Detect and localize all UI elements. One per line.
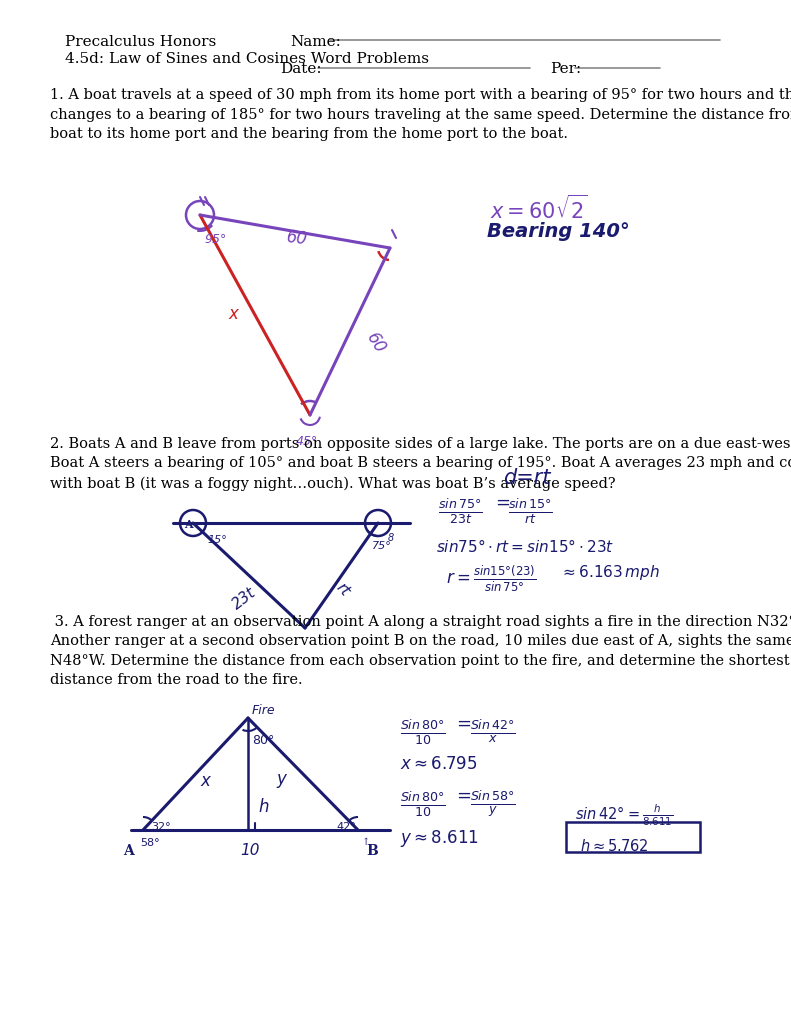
Text: Date:: Date: [280, 62, 322, 76]
Text: Bearing 140°: Bearing 140° [487, 222, 630, 241]
Text: $r = \frac{sin15°(23)}{sin\,75°}$: $r = \frac{sin15°(23)}{sin\,75°}$ [446, 563, 536, 594]
Text: $\frac{Sin\,80°}{10}$: $\frac{Sin\,80°}{10}$ [400, 790, 446, 819]
Text: $h \approx 5.762$: $h \approx 5.762$ [580, 838, 649, 854]
Text: $\frac{Sin\,80°}{10}$: $\frac{Sin\,80°}{10}$ [400, 718, 446, 746]
Text: 58°: 58° [140, 838, 160, 848]
Text: =: = [495, 494, 510, 512]
Text: 4.5d: Law of Sines and Cosines Word Problems: 4.5d: Law of Sines and Cosines Word Prob… [65, 52, 429, 66]
Text: $\frac{Sin\,58°}{y}$: $\frac{Sin\,58°}{y}$ [470, 790, 516, 820]
Text: rt: rt [333, 580, 352, 599]
Text: 2. Boats A and B leave from ports on opposite sides of a large lake. The ports a: 2. Boats A and B leave from ports on opp… [50, 437, 791, 490]
Text: 1. A boat travels at a speed of 30 mph from its home port with a bearing of 95° : 1. A boat travels at a speed of 30 mph f… [50, 88, 791, 141]
Text: 45°: 45° [296, 435, 318, 449]
Text: x: x [200, 772, 210, 790]
Text: 10: 10 [240, 843, 259, 858]
Text: A: A [184, 519, 192, 530]
Text: 32°: 32° [151, 822, 171, 831]
Text: A: A [123, 844, 134, 858]
Text: Precalculus Honors: Precalculus Honors [65, 35, 216, 49]
Text: Per:: Per: [550, 62, 581, 76]
Text: Name:: Name: [290, 35, 341, 49]
Text: $\frac{sin\,15°}{rt}$: $\frac{sin\,15°}{rt}$ [508, 497, 552, 526]
Text: h: h [258, 798, 268, 816]
Text: ↑: ↑ [362, 838, 370, 847]
Text: =: = [456, 715, 471, 733]
Text: $\approx 6.163\,mph$: $\approx 6.163\,mph$ [560, 563, 660, 582]
Text: 42°: 42° [336, 822, 356, 831]
Text: $x=60\sqrt{2}$: $x=60\sqrt{2}$ [490, 195, 588, 223]
Text: 15°: 15° [207, 535, 227, 545]
Text: B: B [366, 844, 378, 858]
Text: 75°: 75° [372, 541, 392, 551]
Text: x: x [228, 305, 238, 323]
Text: 95°: 95° [204, 233, 226, 246]
Text: 60: 60 [363, 330, 389, 357]
Text: $sin\,42° = \frac{h}{8.611}$: $sin\,42° = \frac{h}{8.611}$ [575, 803, 673, 828]
Text: $y \approx 8.611$: $y \approx 8.611$ [400, 828, 479, 849]
Text: =: = [456, 787, 471, 805]
Text: 8: 8 [388, 534, 394, 543]
Text: 23t: 23t [230, 585, 259, 612]
Text: y: y [276, 770, 286, 788]
Text: d=rt: d=rt [503, 468, 551, 488]
Text: 3. A forest ranger at an observation point A along a straight road sights a fire: 3. A forest ranger at an observation poi… [50, 615, 791, 687]
Text: $\frac{Sin\,42°}{x}$: $\frac{Sin\,42°}{x}$ [470, 718, 516, 744]
Text: 60: 60 [285, 228, 308, 249]
Text: $x \approx 6.795$: $x \approx 6.795$ [400, 755, 478, 773]
Text: Fire: Fire [252, 705, 275, 717]
Text: $sin75°\cdot rt = sin15°\cdot 23t$: $sin75°\cdot rt = sin15°\cdot 23t$ [436, 538, 614, 555]
Text: 80°: 80° [252, 734, 274, 746]
Text: $\frac{sin\,75°}{23t}$: $\frac{sin\,75°}{23t}$ [438, 497, 483, 526]
